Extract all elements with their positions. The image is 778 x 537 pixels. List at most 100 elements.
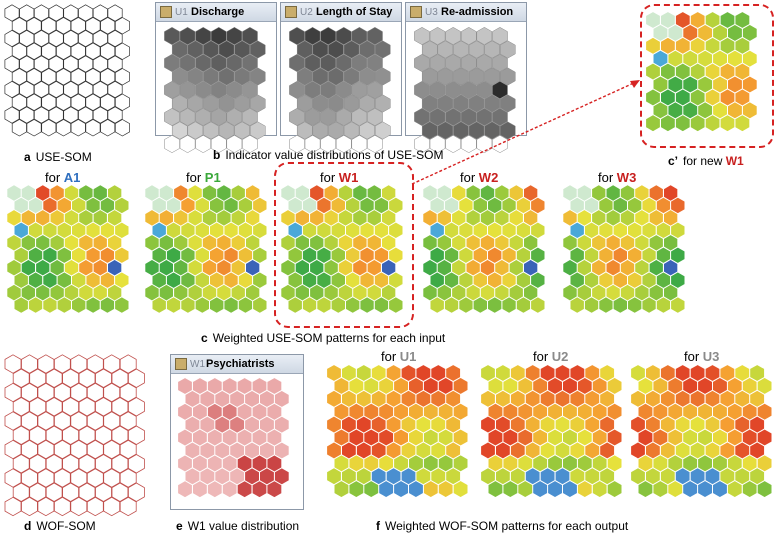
hex-cell xyxy=(637,454,654,472)
hex-cell xyxy=(605,259,621,277)
use-som-grid xyxy=(4,4,130,137)
hex-cell xyxy=(252,246,268,264)
length-of-stay-hex-map xyxy=(289,27,391,153)
hex-cell xyxy=(173,209,189,227)
hex-cell xyxy=(335,108,352,126)
hex-cell xyxy=(378,428,394,447)
hex-cell xyxy=(351,108,368,126)
hex-cell xyxy=(19,80,35,99)
hex-cell xyxy=(569,271,585,289)
hex-cell xyxy=(592,428,608,447)
hex-cell xyxy=(612,271,628,289)
hex-cell xyxy=(323,234,339,252)
hex-cell xyxy=(641,271,657,289)
hex-cell xyxy=(555,364,570,382)
hex-cell xyxy=(423,480,439,498)
hex-cell xyxy=(720,114,735,132)
hex-cell xyxy=(338,234,353,252)
hex-cell xyxy=(252,296,268,314)
hex-cell xyxy=(214,467,230,485)
hex-cell xyxy=(343,94,360,113)
hex-cell xyxy=(295,234,310,252)
hex-cell xyxy=(259,416,275,434)
hex-cell xyxy=(78,4,94,22)
hex-cell xyxy=(502,454,518,472)
hex-cell xyxy=(451,284,467,302)
hex-cell xyxy=(19,106,35,124)
hex-cell xyxy=(45,482,63,502)
hex-cell xyxy=(429,54,446,72)
hex-cell xyxy=(210,81,227,99)
hex-cell xyxy=(540,390,556,408)
hex-cell xyxy=(238,246,253,264)
hex-cell xyxy=(712,75,728,94)
hex-cell xyxy=(302,296,317,314)
hex-cell xyxy=(245,234,260,252)
hex-cell xyxy=(309,259,325,277)
hex-cell xyxy=(295,209,310,227)
hex-cell xyxy=(494,234,510,252)
hex-cell xyxy=(245,184,260,202)
window-u3-readmission[interactable]: U3 Re-admission xyxy=(405,2,527,153)
window-w1-psychiatrists[interactable]: W1 Psychiatrists xyxy=(170,354,304,510)
hex-cell xyxy=(95,368,112,388)
hex-cell xyxy=(159,234,174,252)
hex-cell xyxy=(734,114,750,132)
hex-cell xyxy=(114,119,130,137)
hex-cell xyxy=(472,296,488,314)
hex-cell xyxy=(422,234,438,252)
hex-cell xyxy=(164,27,180,45)
hex-cell xyxy=(690,441,706,460)
hex-cell xyxy=(660,390,676,408)
hex-cell xyxy=(675,62,691,81)
hex-cell xyxy=(177,480,193,498)
hex-cell xyxy=(727,403,743,421)
hex-cell xyxy=(78,397,96,417)
hex-cell xyxy=(41,119,57,137)
hex-cell xyxy=(675,415,691,434)
hex-cell xyxy=(415,441,431,460)
hex-cell xyxy=(422,259,438,277)
hex-cell xyxy=(445,441,461,460)
window-u2-length-of-stay[interactable]: U2 Length of Stay xyxy=(280,2,402,153)
hex-cell xyxy=(682,75,698,94)
psychiatrists-hex-map xyxy=(177,377,290,498)
hex-cell xyxy=(11,17,27,35)
hex-cell xyxy=(226,27,243,45)
hex-cell xyxy=(100,68,116,86)
hex-cell xyxy=(627,221,642,239)
hex-cell xyxy=(214,441,230,460)
hex-cell xyxy=(359,246,375,264)
weighted-w1-hex-map xyxy=(280,184,404,314)
hex-cell xyxy=(64,284,79,302)
hex-cell xyxy=(54,468,71,488)
hex-cell xyxy=(223,271,239,289)
hex-cell xyxy=(151,296,167,314)
hex-cell xyxy=(705,88,721,107)
hex-cell xyxy=(499,121,516,140)
hex-cell xyxy=(187,40,204,59)
hex-cell xyxy=(444,271,459,289)
hex-cell xyxy=(295,284,310,302)
hex-cell xyxy=(35,234,51,252)
caption-c: c Weighted USE-SOM patterns for each inpu… xyxy=(201,331,446,345)
hex-cell xyxy=(4,106,20,124)
hex-cell xyxy=(259,467,275,485)
hex-cell xyxy=(195,54,211,72)
hex-cell xyxy=(173,259,189,277)
hex-cell xyxy=(749,441,765,460)
hex-cell xyxy=(690,467,706,485)
hex-cell xyxy=(70,468,88,488)
hex-cell xyxy=(415,390,431,408)
hex-cell xyxy=(516,246,531,264)
hex-cell xyxy=(48,4,64,22)
hex-cell xyxy=(663,259,678,277)
hex-cell xyxy=(45,425,63,445)
hex-cell xyxy=(29,368,47,388)
hex-cell xyxy=(107,234,122,252)
window-u1-discharge[interactable]: U1 Discharge xyxy=(155,2,277,153)
hex-cell xyxy=(630,415,646,434)
hex-cell xyxy=(320,135,336,153)
hex-cell xyxy=(359,94,375,113)
hex-cell xyxy=(480,441,496,460)
